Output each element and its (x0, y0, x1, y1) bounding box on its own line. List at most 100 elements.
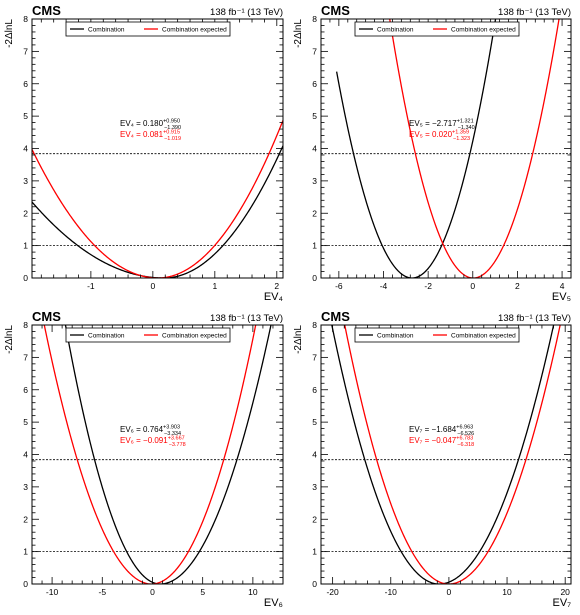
y-tick-label: 6 (23, 385, 28, 395)
expected-result-down: −3.778 (169, 442, 186, 448)
observed-result-up: +3.903 (163, 425, 180, 431)
expected-result-down: −1.323 (453, 136, 470, 142)
y-tick-label: 6 (312, 385, 317, 395)
observed-result-up: +0.950 (163, 119, 180, 125)
x-tick-label: 0 (470, 281, 475, 291)
expected-result-up: +6.783 (456, 436, 473, 442)
luminosity-label: 138 fb⁻¹ (13 TeV) (498, 7, 571, 18)
legend: Combination Combination expected (354, 21, 520, 37)
expected-result-label: EV₅ = 0.020+1.359 (409, 130, 469, 140)
legend: Combination Combination expected (354, 327, 520, 343)
expected-curve (389, 19, 560, 278)
x-axis-label: EV₅ (552, 291, 571, 303)
y-tick-label: 2 (312, 208, 317, 218)
expected-result-value: EV₅ = 0.020 (409, 130, 453, 139)
x-tick-label: 0 (150, 587, 155, 597)
observed-result-down: −6.526 (457, 431, 474, 437)
x-tick-label: 20 (560, 587, 570, 597)
x-tick-label: -4 (380, 281, 388, 291)
legend-label-2: Combination expected (162, 27, 227, 34)
x-tick-label: 10 (502, 587, 512, 597)
x-tick-label: -20 (326, 587, 339, 597)
y-tick-label: 4 (312, 144, 317, 154)
expected-result-label: EV₇ = −0.047+6.783 (409, 436, 473, 446)
observed-result-label: EV₄ = 0.180+0.950 (120, 119, 180, 129)
observed-result-label: EV₅ = −2.717+1.321 (409, 119, 474, 129)
legend-label-1: Combination (88, 27, 125, 34)
expected-result-value: EV₆ = −0.091 (120, 436, 168, 445)
expected-result-label: EV₆ = −0.091+3.667 (120, 436, 185, 446)
x-tick-label: 0 (447, 587, 452, 597)
x-tick-label: 1 (212, 281, 217, 291)
observed-result-value: EV₇ = −1.684 (409, 425, 457, 434)
legend-label-2: Combination expected (451, 27, 516, 34)
y-tick-label: 3 (23, 176, 28, 186)
observed-result-down: −3.334 (164, 431, 181, 437)
luminosity-label: 138 fb⁻¹ (13 TeV) (210, 313, 283, 324)
y-tick-label: 1 (23, 241, 28, 251)
experiment-label: CMS (32, 309, 61, 324)
legend: Combination Combination expected (65, 327, 231, 343)
y-tick-label: 3 (312, 176, 317, 186)
y-tick-label: 1 (312, 241, 317, 251)
legend-label-1: Combination (88, 333, 125, 340)
y-tick-label: 8 (23, 320, 28, 330)
y-tick-label: 2 (23, 208, 28, 218)
x-tick-label: -5 (98, 587, 106, 597)
y-tick-label: 3 (23, 482, 28, 492)
x-tick-label: 10 (248, 587, 258, 597)
y-tick-label: 8 (312, 14, 317, 24)
y-tick-label: 8 (312, 320, 317, 330)
y-tick-label: 7 (23, 46, 28, 56)
expected-result-down: −1.019 (164, 136, 181, 142)
observed-result-up: +6.963 (456, 425, 473, 431)
expected-result-up: +3.667 (168, 436, 185, 442)
y-tick-label: 5 (23, 111, 28, 121)
observed-result-down: −1.390 (164, 125, 181, 131)
expected-result-value: EV₇ = −0.047 (409, 436, 457, 445)
legend-label-2: Combination expected (162, 333, 227, 340)
y-axis-label: -2ΔlnL (4, 19, 15, 48)
y-tick-label: 8 (23, 14, 28, 24)
y-tick-label: 0 (23, 273, 28, 283)
legend-label-2: Combination expected (451, 333, 516, 340)
experiment-label: CMS (32, 3, 61, 18)
x-tick-label: 5 (200, 587, 205, 597)
expected-curve (32, 120, 283, 278)
y-tick-label: 7 (312, 46, 317, 56)
x-tick-label: 2 (274, 281, 279, 291)
x-tick-label: -2 (424, 281, 432, 291)
y-tick-label: 5 (23, 417, 28, 427)
experiment-label: CMS (321, 309, 350, 324)
y-tick-label: 6 (312, 79, 317, 89)
observed-curve (335, 19, 497, 278)
y-tick-label: 1 (312, 547, 317, 557)
x-tick-label: -6 (335, 281, 343, 291)
y-tick-label: 3 (312, 482, 317, 492)
x-axis-label: EV₄ (264, 291, 284, 303)
observed-result-value: EV₅ = −2.717 (409, 119, 457, 128)
y-tick-label: 5 (312, 111, 317, 121)
observed-result-label: EV₆ = 0.764+3.903 (120, 425, 180, 435)
y-tick-label: 4 (23, 144, 28, 154)
x-axis-label: EV₇ (553, 597, 572, 609)
legend-label-1: Combination (377, 27, 414, 34)
luminosity-label: 138 fb⁻¹ (13 TeV) (498, 313, 571, 324)
y-tick-label: 7 (312, 352, 317, 362)
y-axis-label: -2ΔlnL (293, 19, 304, 48)
experiment-label: CMS (321, 3, 350, 18)
expected-result-up: +0.915 (163, 130, 180, 136)
observed-result-down: −1.340 (458, 125, 475, 131)
y-tick-label: 4 (23, 450, 28, 460)
y-tick-label: 1 (23, 547, 28, 557)
expected-result-value: EV₄ = 0.081 (120, 130, 164, 139)
y-tick-label: 7 (23, 352, 28, 362)
y-tick-label: 0 (23, 579, 28, 589)
y-tick-label: 0 (312, 273, 317, 283)
expected-result-down: −6.318 (457, 442, 474, 448)
chart-panel-3: 0 1 2 3 4 5 6 7 8 -10 -5 0 5 10 EV₆ -2ΔlnL CMS 138 fb⁻¹ (… (4, 309, 284, 609)
